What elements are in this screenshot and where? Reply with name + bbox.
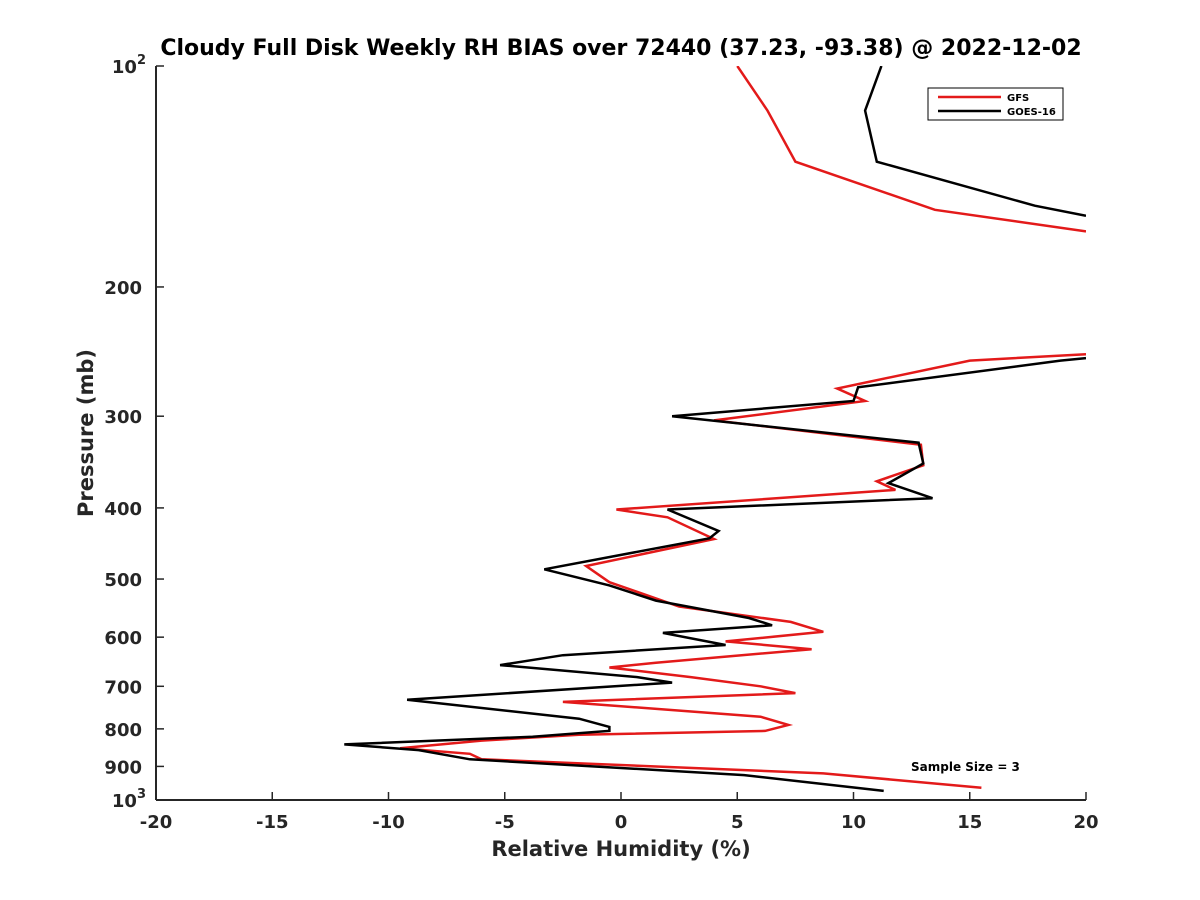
- y-tick-label: 700: [104, 677, 142, 698]
- x-tick-label: -15: [256, 812, 289, 833]
- legend-label-goes16: GOES-16: [1007, 107, 1056, 118]
- y-tick-label: 102: [112, 53, 146, 78]
- y-tick-label: 200: [104, 278, 142, 299]
- x-tick-label: 20: [1073, 812, 1098, 833]
- y-tick-label: 103: [112, 787, 146, 812]
- x-tick-label: 15: [957, 812, 982, 833]
- sample-size-annotation: Sample Size = 3: [911, 760, 1020, 774]
- y-tick-label: 900: [104, 757, 142, 778]
- series-line-goes16: [344, 66, 1086, 793]
- y-tick-label: 300: [104, 407, 142, 428]
- y-tick-label: 400: [104, 499, 142, 520]
- x-tick-label: 5: [731, 812, 744, 833]
- legend-label-gfs: GFS: [1007, 93, 1029, 104]
- y-tick-label-base: 10: [112, 791, 137, 812]
- legend-box: [927, 87, 1064, 121]
- x-axis-label: Relative Humidity (%): [491, 837, 750, 861]
- axes: [155, 66, 1086, 801]
- series-line-gfs: [399, 66, 1086, 789]
- y-tick-label: 500: [104, 570, 142, 591]
- y-tick-label: 800: [104, 720, 142, 741]
- data-series: [344, 66, 1086, 793]
- chart-title: Cloudy Full Disk Weekly RH BIAS over 724…: [160, 36, 1081, 61]
- x-tick-label: 10: [841, 812, 866, 833]
- x-tick-label: -5: [495, 812, 515, 833]
- legend: GFS GOES-16: [927, 87, 1064, 121]
- y-tick-label: 600: [104, 628, 142, 649]
- y-tick-label-base: 10: [112, 57, 137, 78]
- axis-ticks: -20 -15 -10 -5 0 5 10 15 20102200300400500600700…: [104, 53, 1098, 833]
- x-tick-label: -10: [372, 812, 405, 833]
- x-tick-label: -20: [140, 812, 173, 833]
- x-tick-label: 0: [615, 812, 628, 833]
- y-axis-label: Pressure (mb): [74, 349, 98, 517]
- y-tick-label-exponent: 3: [137, 787, 146, 802]
- y-tick-label-exponent: 2: [137, 53, 146, 68]
